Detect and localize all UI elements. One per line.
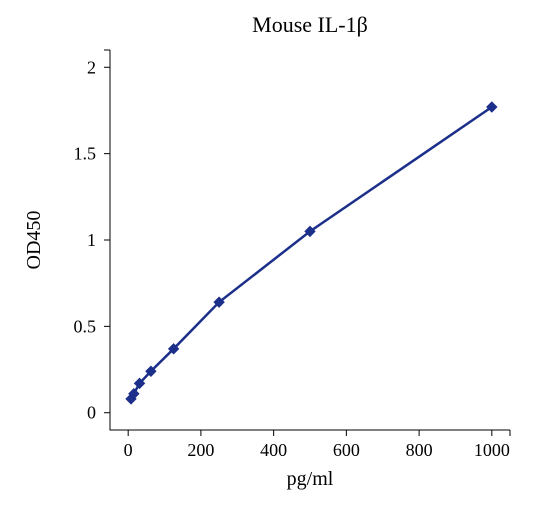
x-tick-label: 200 bbox=[187, 440, 214, 460]
x-axis-title: pg/ml bbox=[287, 468, 334, 490]
chart-title: Mouse IL-1β bbox=[252, 12, 368, 37]
series-line bbox=[131, 107, 492, 399]
x-tick-label: 600 bbox=[333, 440, 360, 460]
data-series bbox=[126, 102, 497, 404]
x-tick-label: 1000 bbox=[474, 440, 510, 460]
y-tick-label: 0.5 bbox=[74, 316, 97, 336]
x-tick-label: 800 bbox=[406, 440, 433, 460]
y-tick-label: 0 bbox=[87, 403, 96, 423]
y-tick-label: 1 bbox=[87, 230, 96, 250]
chart-container: Mouse IL-1β pg/ml OD450 0200400600800100… bbox=[0, 0, 540, 519]
y-tick-label: 2 bbox=[87, 57, 96, 77]
x-tick-label: 400 bbox=[260, 440, 287, 460]
axes bbox=[104, 50, 510, 436]
y-tick-label: 1.5 bbox=[74, 144, 97, 164]
chart-svg: Mouse IL-1β pg/ml OD450 0200400600800100… bbox=[0, 0, 540, 519]
x-tick-label: 0 bbox=[124, 440, 133, 460]
x-ticks: 0 200 400 600 800 1000 bbox=[124, 430, 510, 460]
y-axis-title: OD450 bbox=[23, 211, 45, 270]
y-ticks: 0 0.5 1 1.5 2 bbox=[74, 57, 111, 422]
